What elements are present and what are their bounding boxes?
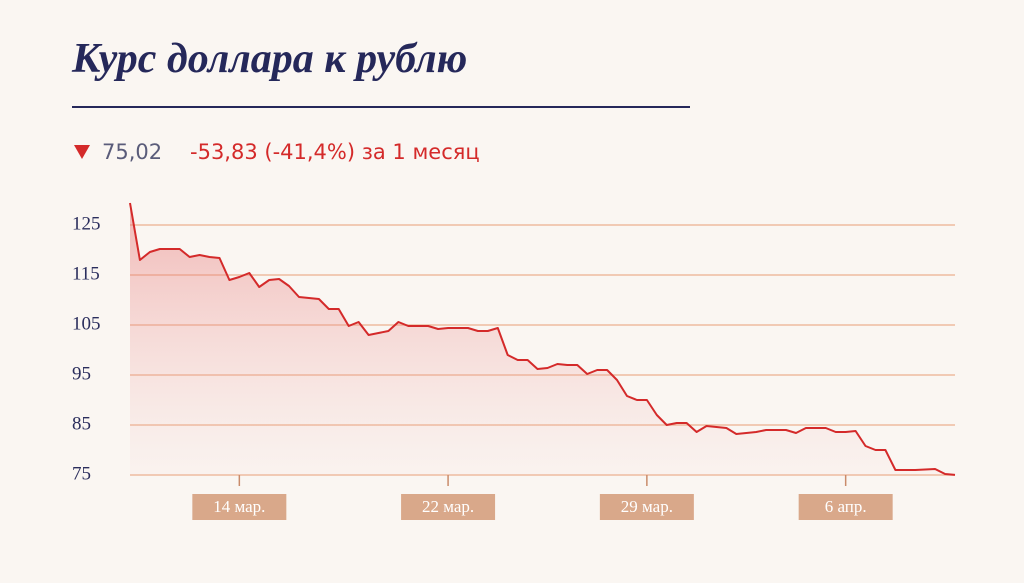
x-tick-box [798,494,893,520]
y-tick-label: 105 [72,313,101,334]
x-tick-label: 6 апр. [825,497,867,516]
x-tick-label: 29 мар. [621,497,673,516]
current-value: 75,02 [102,140,162,164]
change: -53,83 (-41,4%) за 1 месяц [190,140,480,164]
x-tick-box [401,494,496,520]
line [129,202,956,476]
y-tick-label: 125 [72,213,101,234]
x-tick-box [599,494,694,520]
down-arrow [74,145,90,159]
x-tick-label: 22 мар. [422,497,474,516]
y-tick-label: 75 [72,463,91,484]
x-tick-box [192,494,287,520]
y-tick-label: 95 [72,363,91,384]
y-tick-label: 85 [72,413,91,434]
x-tick-label: 14 мар. [213,497,265,516]
area [130,203,955,475]
chart-title: Курс доллара к рублю [71,36,467,82]
y-tick-label: 115 [72,263,100,284]
